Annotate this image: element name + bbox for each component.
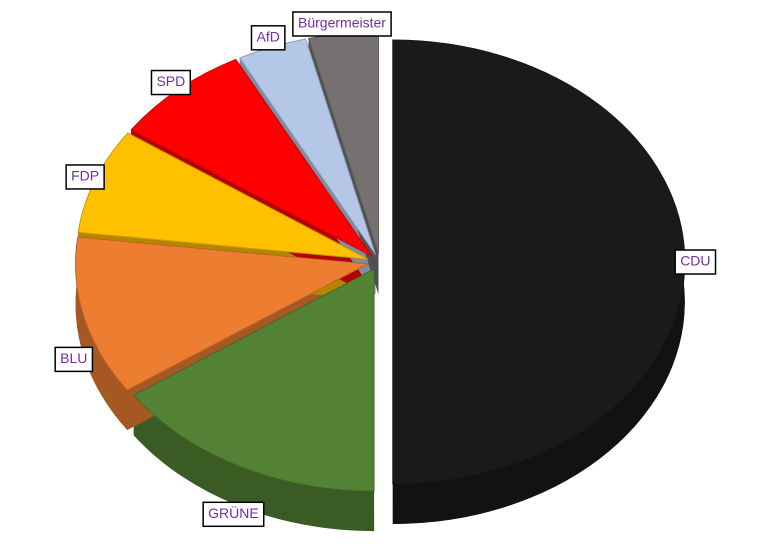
- data-label: GRÜNE: [202, 501, 265, 528]
- label-text: AfD: [256, 29, 279, 45]
- label-text: GRÜNE: [208, 504, 259, 521]
- data-label: Bürgermeister: [292, 11, 392, 37]
- label-text: SPD: [156, 73, 185, 89]
- label-text: FDP: [71, 168, 99, 184]
- label-box: [202, 501, 265, 528]
- data-label: FDP: [65, 164, 105, 190]
- label-box: [250, 25, 286, 51]
- data-label: BLU: [54, 346, 94, 373]
- data-label: AfD: [250, 25, 286, 51]
- slice-rim: [133, 395, 375, 532]
- label-box: [150, 69, 192, 96]
- label-box: [54, 346, 94, 373]
- label-text: BLU: [60, 350, 87, 366]
- label-box: [674, 249, 717, 275]
- slice-rim: [75, 237, 128, 431]
- labels: CDU GRÜNE BLU FDP SPD AfD Bürgermeister: [54, 11, 717, 528]
- data-label: SPD: [150, 69, 192, 96]
- data-label: CDU: [674, 249, 717, 275]
- slice: [132, 268, 375, 492]
- label-box: [65, 164, 105, 190]
- slice: [75, 236, 370, 391]
- slice-tops: [75, 31, 686, 492]
- label-text: CDU: [680, 253, 710, 269]
- label-box: [292, 11, 392, 37]
- label-text: Bürgermeister: [298, 15, 386, 31]
